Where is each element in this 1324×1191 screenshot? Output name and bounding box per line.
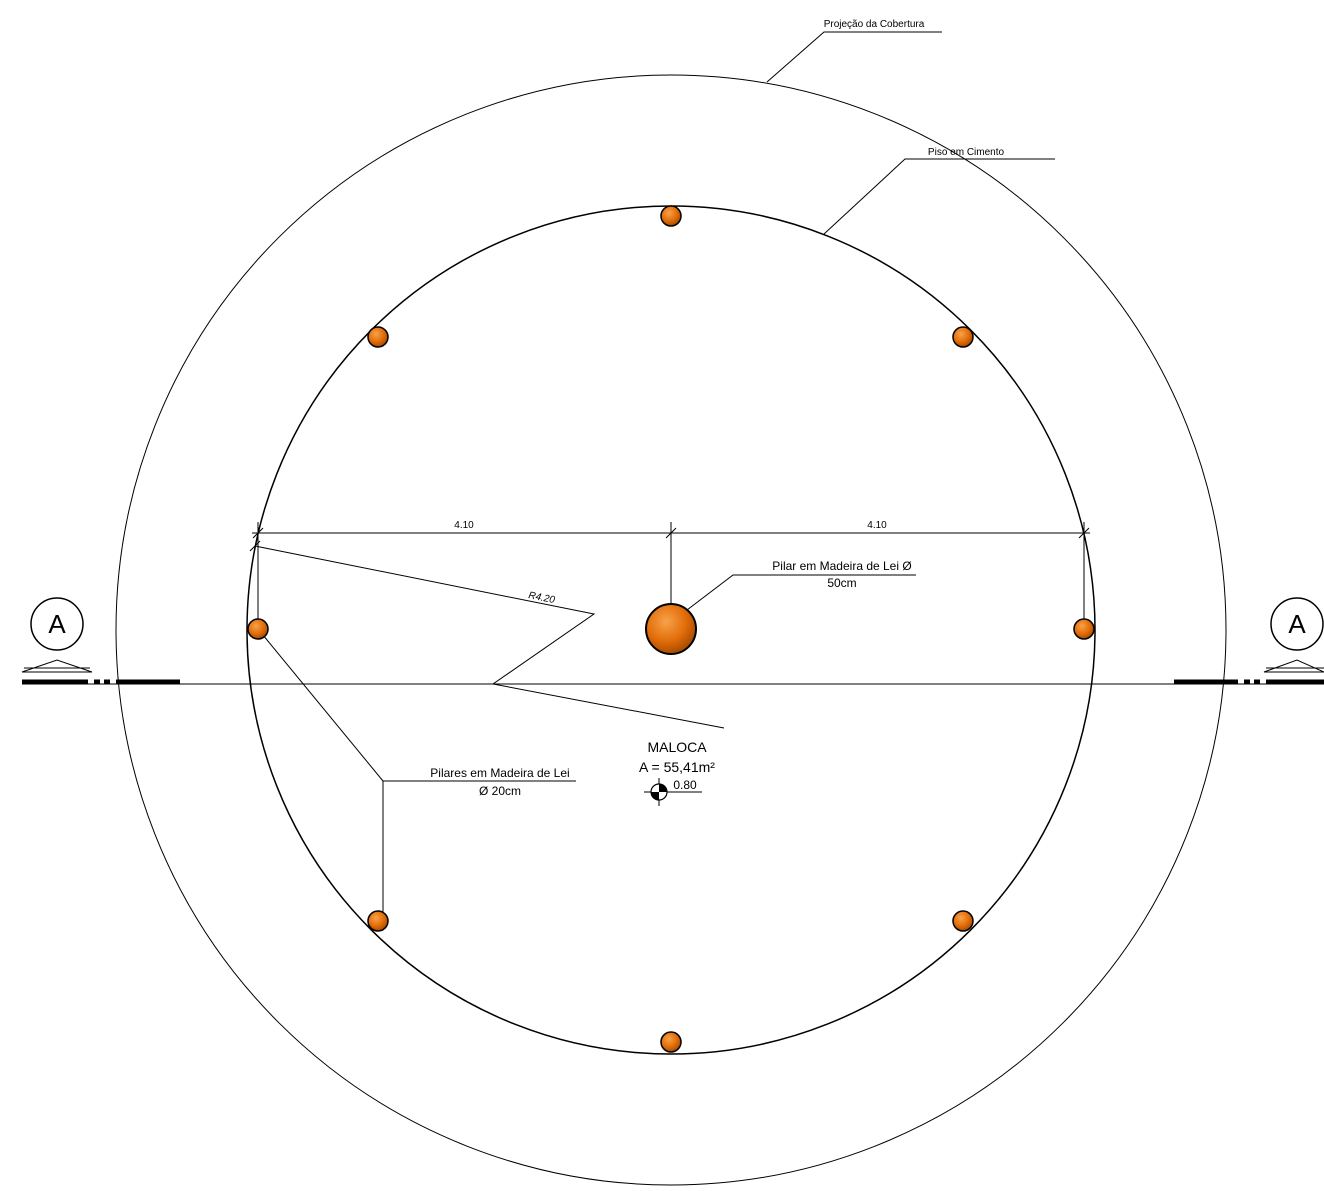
- level-marker: 0.80: [644, 778, 702, 806]
- dimension-right-label: 4.10: [867, 520, 887, 531]
- section-marker-left: A: [21, 597, 93, 673]
- dimension-left-label: 4.10: [454, 520, 474, 531]
- center-pillar-label-line2: 50cm: [827, 576, 856, 590]
- pillar-top-right: [952, 326, 974, 348]
- roof-projection-leader: Projeção da Cobertura: [766, 19, 942, 83]
- pillar-bottom: [660, 1031, 682, 1053]
- room-name: MALOCA: [647, 739, 707, 755]
- roof-projection-circle: [115, 74, 1227, 1186]
- section-line: [22, 679, 1324, 685]
- room-label: MALOCA A = 55,41m²: [639, 739, 715, 775]
- pillar-bottom-left: [367, 910, 389, 932]
- floor-label: Piso em Cimento: [928, 147, 1005, 158]
- center-pillar: [645, 603, 697, 655]
- perimeter-pillars: [247, 205, 1095, 1053]
- room-area: A = 55,41m²: [639, 759, 715, 775]
- perimeter-pillars-label-line1: Pilares em Madeira de Lei: [430, 766, 569, 780]
- center-pillar-label-line1: Pilar em Madeira de Lei Ø: [772, 559, 911, 573]
- level-value: 0.80: [673, 778, 697, 792]
- perimeter-pillars-leader: Pilares em Madeira de Lei Ø 20cm: [257, 628, 576, 921]
- radius-dimension: R4.20: [249, 540, 725, 729]
- section-marker-left-label: A: [48, 609, 66, 639]
- pillar-top-left: [367, 326, 389, 348]
- section-marker-right: A: [1263, 597, 1324, 673]
- pillar-right: [1073, 618, 1095, 640]
- perimeter-pillars-label-line2: Ø 20cm: [479, 784, 521, 798]
- section-marker-right-label: A: [1288, 609, 1306, 639]
- roof-projection-label: Projeção da Cobertura: [824, 19, 925, 30]
- pillar-bottom-right: [952, 910, 974, 932]
- pillar-top: [660, 205, 682, 227]
- center-pillar-leader: Pilar em Madeira de Lei Ø 50cm: [686, 559, 916, 611]
- floor-leader: Piso em Cimento: [823, 147, 1055, 235]
- pillar-left: [247, 618, 269, 640]
- radius-label: R4.20: [527, 590, 556, 606]
